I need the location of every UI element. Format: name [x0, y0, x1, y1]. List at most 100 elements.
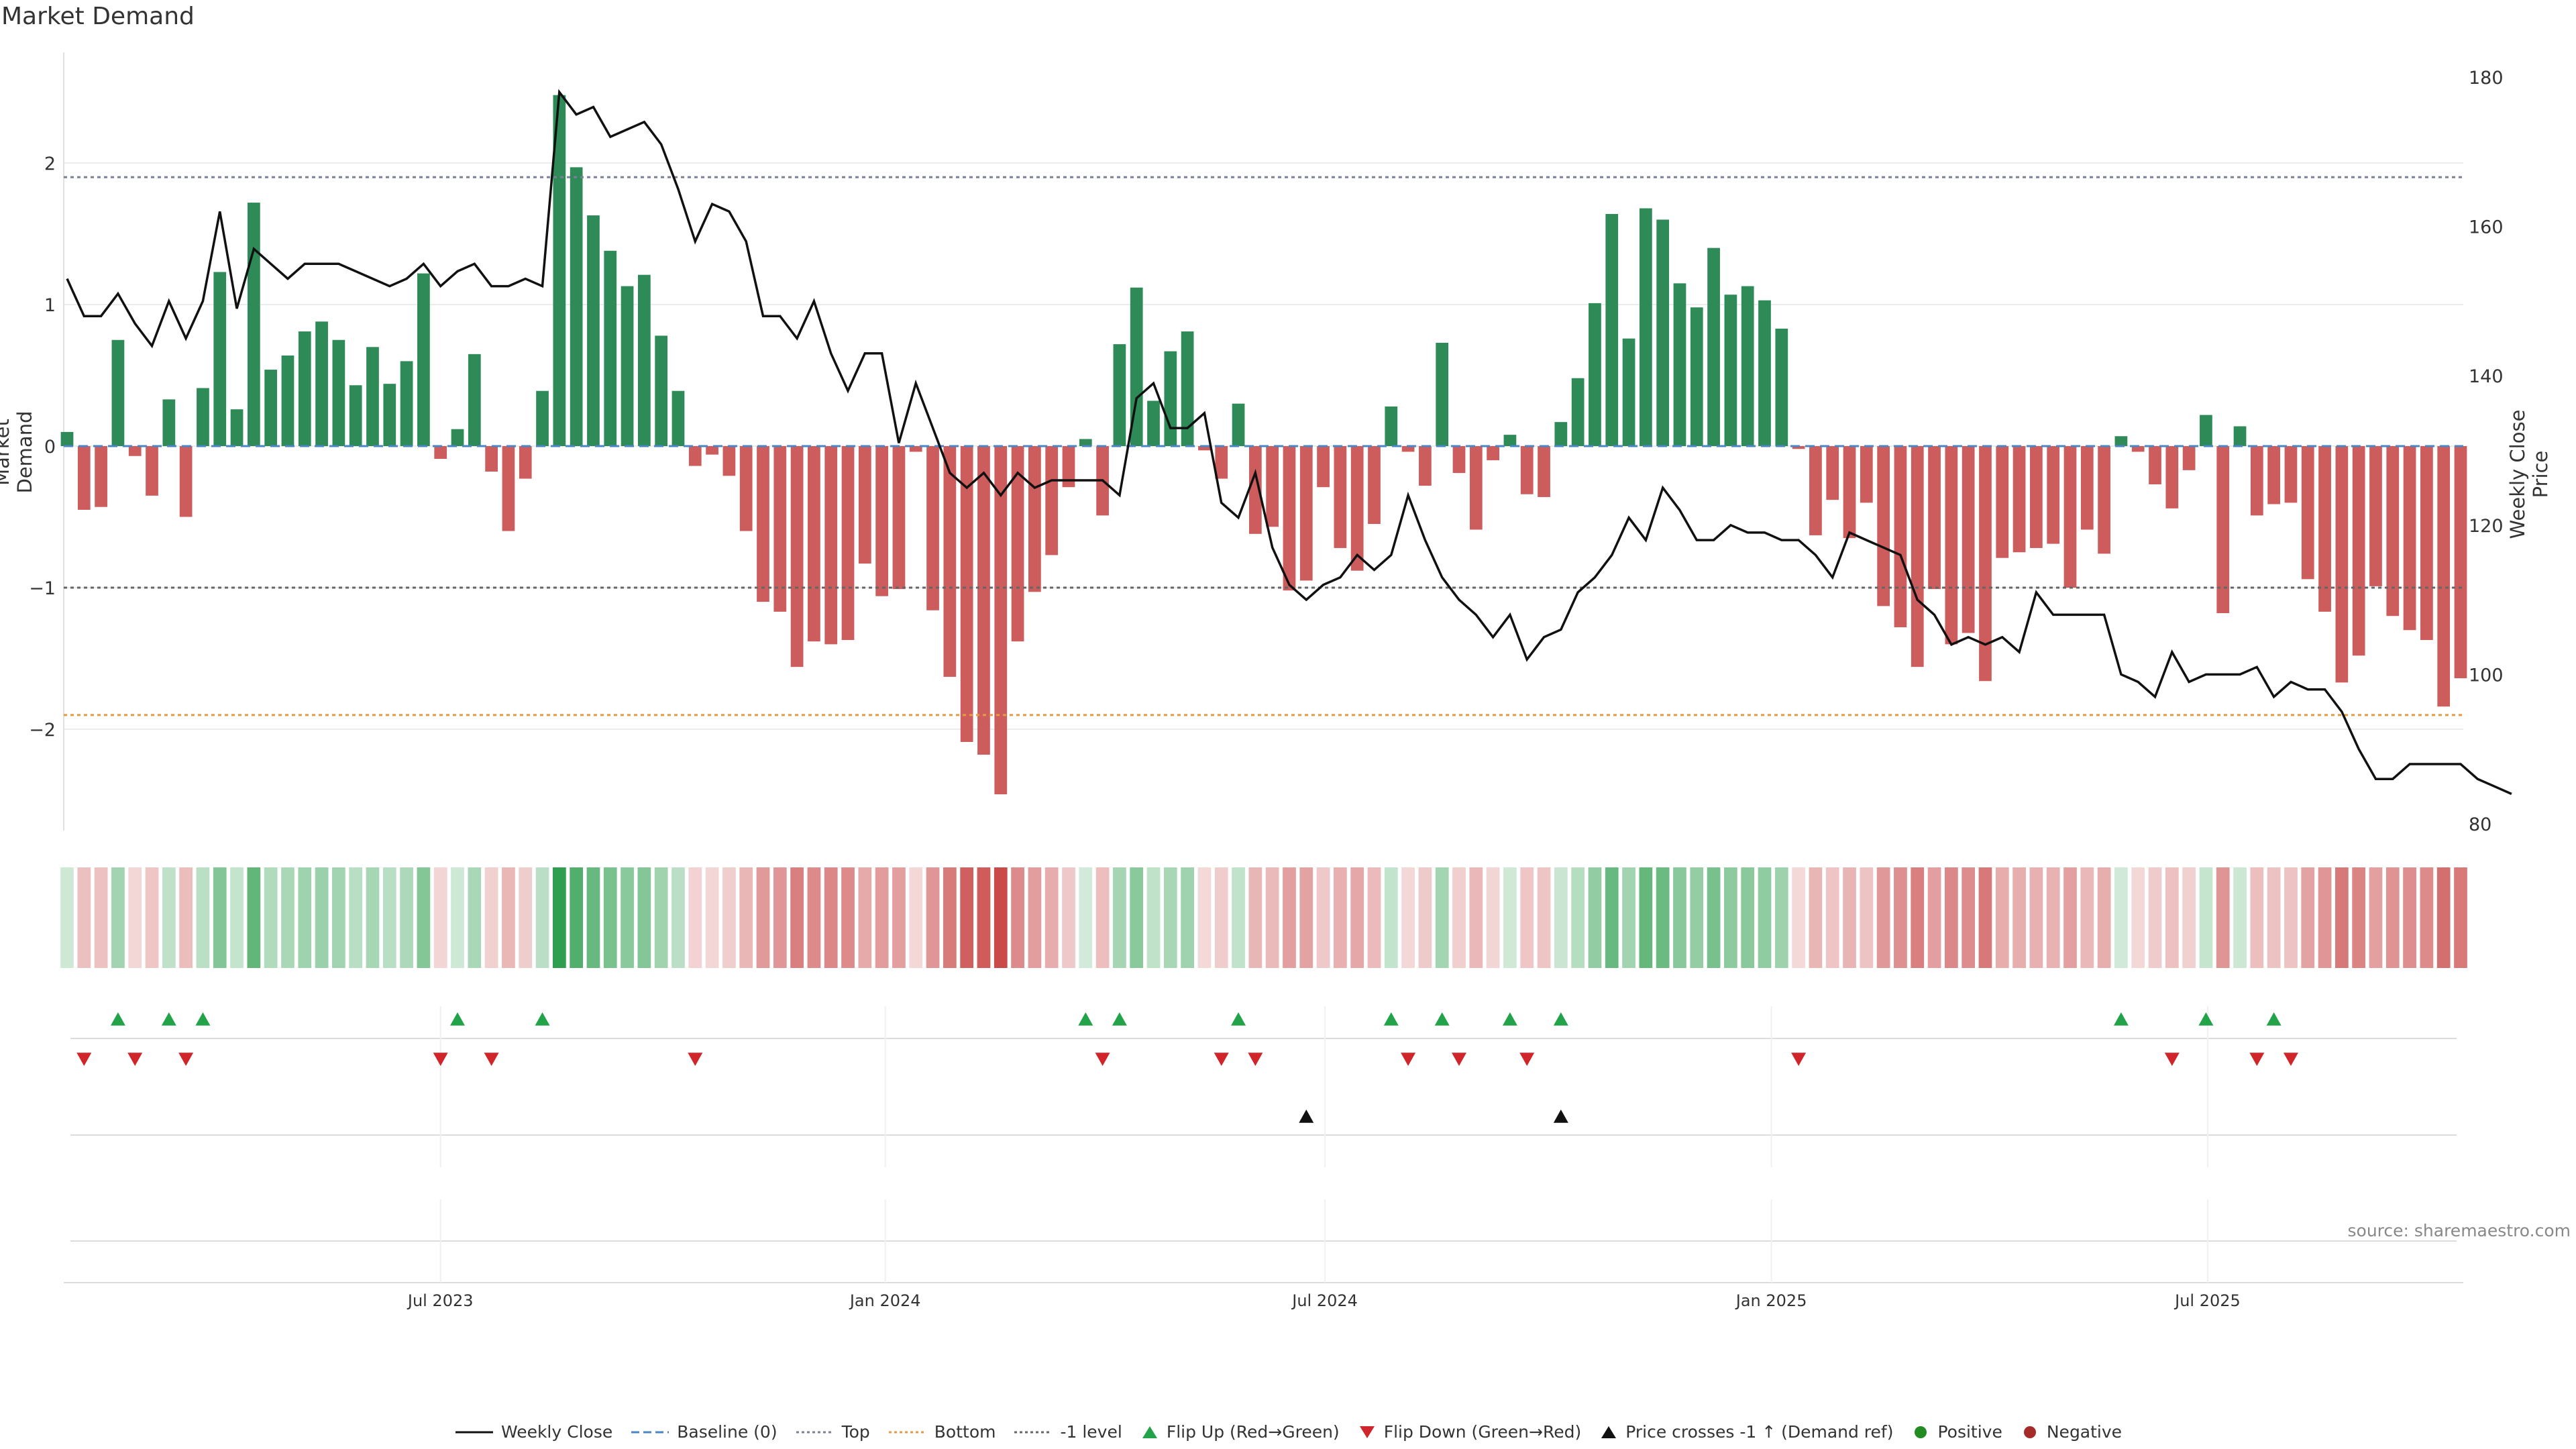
demand-bar	[1011, 446, 1024, 642]
triangle-up-green-icon	[1140, 1424, 1160, 1440]
demand-bar	[2369, 446, 2382, 586]
heat-cell	[1792, 867, 1805, 968]
demand-bar	[1554, 422, 1568, 446]
demand-bar	[502, 446, 515, 531]
demand-bar	[1877, 446, 1890, 606]
heat-cell	[858, 867, 872, 968]
heat-cell	[654, 867, 668, 968]
weekly-close-line	[66, 89, 2512, 796]
demand-bar	[417, 273, 430, 446]
heat-cell	[451, 867, 464, 968]
heat-cell	[1927, 867, 1941, 968]
heat-cell	[621, 867, 634, 968]
heat-cell	[2403, 867, 2416, 968]
flip-down-marker	[1214, 1053, 1229, 1066]
legend-item: Baseline (0)	[630, 1422, 777, 1442]
demand-bar	[688, 446, 702, 466]
heat-cell	[688, 867, 702, 968]
heat-cell	[484, 867, 498, 968]
demand-bar	[2030, 446, 2043, 548]
flip-up-marker	[2266, 1012, 2282, 1026]
heat-cell	[960, 867, 974, 968]
demand-bar	[1758, 300, 1771, 446]
legend-label: Flip Up (Red→Green)	[1166, 1422, 1340, 1442]
demand-bar	[2454, 446, 2467, 679]
flip-down-marker	[433, 1053, 448, 1066]
legend-label: Flip Down (Green→Red)	[1383, 1422, 1582, 1442]
demand-bar	[2250, 446, 2263, 516]
demand-bar	[824, 446, 838, 645]
triangle-up-black-icon	[1599, 1424, 1619, 1440]
x-tick-label: Jul 2025	[2174, 1291, 2241, 1310]
heat-cell	[332, 867, 345, 968]
demand-bar	[655, 335, 668, 446]
heat-cell	[2080, 867, 2094, 968]
y-right-tick-label: 180	[2469, 68, 2504, 89]
demand-bar	[739, 446, 753, 531]
heat-cell	[2097, 867, 2111, 968]
demand-bar	[1589, 303, 1601, 446]
y-right-tick-label: 100	[2469, 665, 2504, 686]
heat-cell	[1911, 867, 1925, 968]
heat-cell	[2182, 867, 2196, 968]
heat-cell	[807, 867, 821, 968]
heat-cell	[1673, 867, 1686, 968]
heat-cell	[2385, 867, 2400, 968]
flip-down-marker	[2164, 1053, 2180, 1066]
heat-cell	[77, 867, 91, 968]
heat-cell	[739, 867, 753, 968]
demand-bar	[1775, 328, 1788, 446]
demand-bar	[2165, 446, 2179, 508]
flip-up-marker	[1231, 1012, 1246, 1026]
heat-cell	[2454, 867, 2467, 968]
flip-down-marker	[1095, 1053, 1110, 1066]
heat-cell	[1452, 867, 1466, 968]
heat-cell	[875, 867, 889, 968]
demand-bar	[1487, 446, 1499, 461]
flip-up-marker	[1553, 1012, 1568, 1026]
heat-cell	[433, 867, 447, 968]
demand-bar	[315, 321, 328, 446]
legend-label: Negative	[2046, 1422, 2123, 1442]
heat-cell	[2284, 867, 2298, 968]
demand-bar	[264, 370, 278, 446]
demand-bar	[638, 274, 651, 446]
heat-cell	[1232, 867, 1245, 968]
y-right-tick-label: 140	[2469, 366, 2504, 387]
demand-bar	[366, 347, 379, 446]
heat-cell	[892, 867, 906, 968]
heat-cell	[1554, 867, 1568, 968]
demand-bar	[213, 272, 227, 446]
heat-cell	[1334, 867, 1347, 968]
demand-bar	[875, 446, 889, 596]
demand-bar	[434, 446, 447, 459]
line-dotted-dark-icon	[1013, 1426, 1053, 1439]
legend-item: Flip Down (Green→Red)	[1357, 1422, 1582, 1442]
heat-cell	[519, 867, 533, 968]
legend-item: -1 level	[1013, 1422, 1122, 1442]
demand-bar	[1843, 446, 1856, 539]
heat-cell	[1707, 867, 1721, 968]
heat-cell	[502, 867, 515, 968]
flip-up-marker	[110, 1012, 125, 1026]
flip-up-marker	[450, 1012, 466, 1026]
demand-bar	[1656, 219, 1670, 446]
heat-cell	[1044, 867, 1059, 968]
demand-bar	[553, 95, 566, 447]
heat-cell	[1843, 867, 1856, 968]
heat-cell	[909, 867, 923, 968]
demand-bar	[2063, 446, 2077, 588]
legend-item: Price crosses -1 ↑ (Demand ref)	[1599, 1422, 1893, 1442]
heat-cell	[1028, 867, 1042, 968]
heat-cell	[1639, 867, 1653, 968]
demand-bar	[1283, 446, 1296, 591]
heat-cell	[756, 867, 770, 968]
heat-cell	[1435, 867, 1449, 968]
heat-cell	[1809, 867, 1823, 968]
heat-cell	[366, 867, 380, 968]
heat-cell	[1690, 867, 1704, 968]
demand-bar	[960, 446, 973, 742]
source-note: source: sharemaestro.com	[2347, 1221, 2571, 1240]
heat-cell	[1995, 867, 2009, 968]
legend-label: -1 level	[1060, 1422, 1122, 1442]
